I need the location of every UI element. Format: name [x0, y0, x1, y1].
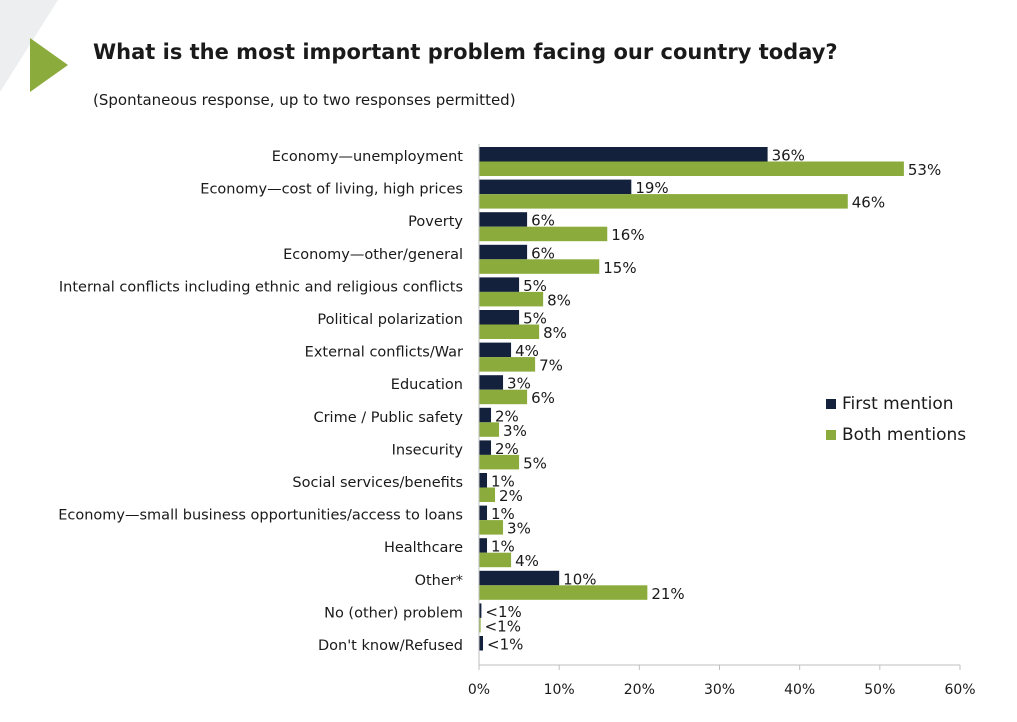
data-label-both-no-other-problem: <1%	[485, 617, 521, 635]
category-label-internal-conflicts-including-ethnic-and-religious-conflicts: Internal conflicts including ethnic and …	[59, 279, 463, 295]
x-axis: 0% 10% 20% 30% 40% 50% 60%	[468, 144, 976, 698]
category-label-social-services-benefits: Social services/benefits	[292, 475, 463, 491]
data-label-both-crime-public-safety: 3%	[503, 422, 527, 440]
bar-first-internal-conflicts-including-ethnic-and-religious-conflicts	[479, 277, 520, 292]
data-label-both-political-polarization: 8%	[543, 324, 567, 342]
legend-label-both-mentions: Both mentions	[842, 424, 967, 445]
bar-first-economy-other-general	[479, 244, 528, 260]
x-tick-label: 0%	[468, 682, 490, 698]
data-label-both-poverty: 16%	[611, 226, 644, 244]
x-tick-label: 40%	[784, 682, 815, 698]
bar-first-other	[479, 570, 560, 586]
legend: First mention Both mentions	[826, 388, 966, 450]
data-label-first-other: 10%	[563, 570, 596, 588]
bar-first-political-polarization	[479, 310, 520, 325]
data-label-first-economy-cost-of-living-high-prices: 19%	[635, 179, 668, 197]
bar-both-external-conflicts-war	[479, 357, 536, 372]
data-label-both-economy-other-general: 15%	[603, 259, 636, 277]
category-label-education: Education	[391, 377, 463, 393]
data-label-both-economy-unemployment: 53%	[908, 161, 941, 179]
data-label-first-economy-other-general: 6%	[531, 244, 555, 262]
bar-both-crime-public-safety	[479, 422, 500, 437]
data-label-first-crime-public-safety: 2%	[495, 407, 519, 425]
data-label-first-political-polarization: 5%	[523, 310, 547, 328]
data-label-first-economy-unemployment: 36%	[772, 147, 805, 165]
category-label-economy-unemployment: Economy—unemployment	[272, 149, 464, 165]
data-label-both-other: 21%	[651, 585, 684, 603]
bar-first-no-other-problem	[479, 603, 482, 618]
data-label-first-no-other-problem: <1%	[485, 603, 521, 621]
bar-both-no-other-problem	[479, 617, 481, 633]
category-label-healthcare: Healthcare	[384, 540, 463, 556]
bar-first-don-t-know-refused	[479, 636, 484, 651]
data-label-both-social-services-benefits: 2%	[499, 487, 523, 505]
data-label-first-education: 3%	[507, 375, 531, 393]
data-label-first-poverty: 6%	[531, 212, 555, 230]
legend-item-both-mentions: Both mentions	[826, 419, 966, 450]
bar-first-poverty	[479, 212, 528, 227]
bar-first-crime-public-safety	[479, 407, 492, 423]
category-label-external-conflicts-war: External conflicts/War	[305, 345, 463, 361]
category-label-no-other-problem: No (other) problem	[324, 605, 463, 621]
bar-both-economy-other-general	[479, 259, 600, 274]
bar-first-economy-cost-of-living-high-prices	[479, 179, 632, 195]
legend-item-first-mention: First mention	[826, 388, 966, 419]
category-label-don-t-know-refused: Don't know/Refused	[318, 638, 463, 654]
bar-both-political-polarization	[479, 324, 540, 339]
bar-first-economy-small-business-opportunities-access-to-loans	[479, 505, 488, 521]
chart-title: What is the most important problem facin…	[93, 40, 838, 64]
bar-both-other	[479, 585, 648, 600]
bar-both-healthcare	[479, 552, 512, 568]
data-label-first-insecurity: 2%	[495, 440, 519, 458]
bar-first-insecurity	[479, 440, 492, 455]
category-label-insecurity: Insecurity	[392, 442, 464, 458]
data-label-first-internal-conflicts-including-ethnic-and-religious-conflicts: 5%	[523, 277, 547, 295]
bar-first-social-services-benefits	[479, 473, 488, 488]
category-label-other: Other*	[415, 573, 463, 589]
chart-subtitle: (Spontaneous response, up to two respons…	[93, 91, 516, 109]
bar-both-internal-conflicts-including-ethnic-and-religious-conflicts	[479, 291, 544, 307]
data-label-both-economy-cost-of-living-high-prices: 46%	[852, 194, 885, 212]
bar-both-economy-small-business-opportunities-access-to-loans	[479, 520, 504, 535]
legend-label-first-mention: First mention	[842, 393, 954, 414]
bar-first-economy-unemployment	[479, 147, 768, 162]
data-label-both-internal-conflicts-including-ethnic-and-religious-conflicts: 8%	[547, 291, 571, 309]
category-label-economy-cost-of-living-high-prices: Economy—cost of living, high prices	[200, 182, 463, 198]
category-label-crime-public-safety: Crime / Public safety	[313, 410, 463, 426]
bar-both-insecurity	[479, 454, 520, 470]
bar-first-education	[479, 375, 504, 390]
data-label-first-external-conflicts-war: 4%	[515, 342, 539, 360]
bar-first-external-conflicts-war	[479, 342, 512, 358]
legend-swatch-both-mentions	[826, 429, 836, 440]
category-label-poverty: Poverty	[408, 214, 463, 230]
bar-both-education	[479, 389, 528, 405]
x-tick-label: 20%	[624, 682, 655, 698]
x-tick-label: 50%	[864, 682, 895, 698]
data-label-both-insecurity: 5%	[523, 454, 547, 472]
data-label-both-education: 6%	[531, 389, 555, 407]
category-label-economy-other-general: Economy—other/general	[283, 247, 463, 263]
bar-both-social-services-benefits	[479, 487, 496, 502]
x-tick-label: 60%	[944, 682, 975, 698]
legend-swatch-first-mention	[826, 398, 836, 409]
data-label-both-economy-small-business-opportunities-access-to-loans: 3%	[507, 520, 531, 538]
category-label-economy-small-business-opportunities-access-to-loans: Economy—small business opportunities/acc…	[58, 508, 463, 524]
category-label-political-polarization: Political polarization	[317, 312, 463, 328]
data-label-both-healthcare: 4%	[515, 552, 539, 570]
x-tick-label: 10%	[544, 682, 575, 698]
x-tick-label: 30%	[704, 682, 735, 698]
arrow-marker-icon	[30, 38, 68, 92]
data-label-both-external-conflicts-war: 7%	[539, 357, 563, 375]
bar-first-healthcare	[479, 538, 488, 553]
bar-both-economy-unemployment	[479, 161, 904, 176]
bar-both-economy-cost-of-living-high-prices	[479, 194, 848, 209]
data-label-first-don-t-know-refused: <1%	[487, 636, 523, 654]
data-label-first-healthcare: 1%	[491, 538, 515, 556]
data-label-first-social-services-benefits: 1%	[491, 473, 515, 491]
bars-layer: Economy—unemployment 36% 53% Economy—cost o…	[58, 147, 941, 655]
data-label-first-economy-small-business-opportunities-access-to-loans: 1%	[491, 505, 515, 523]
bar-both-poverty	[479, 226, 608, 242]
